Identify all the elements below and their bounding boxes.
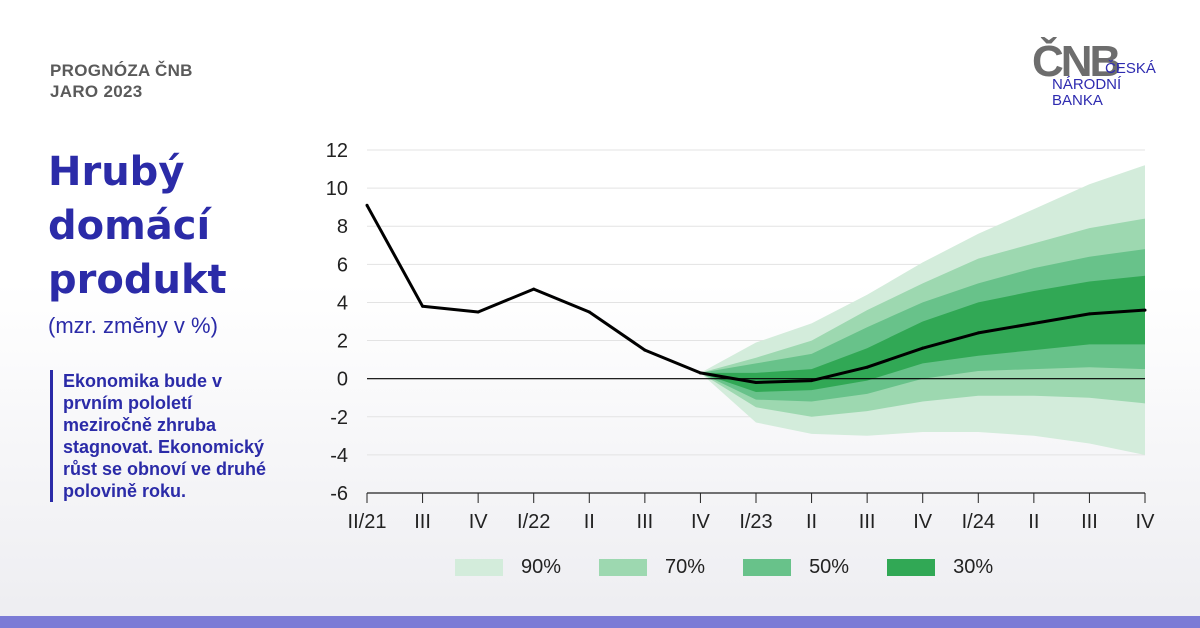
x-tick-label: IV (691, 511, 711, 533)
header-line2: JARO 2023 (50, 82, 143, 101)
gdp-point (810, 379, 814, 383)
legend-item: 70% (599, 556, 705, 579)
x-tick-label: I/24 (962, 511, 995, 533)
chart-legend: 90% 70% 50% 30% (455, 556, 1031, 579)
y-tick-label: -6 (330, 483, 348, 505)
gdp-point (1087, 312, 1091, 316)
legend-swatch (743, 559, 792, 576)
x-tick-label: II (1028, 511, 1039, 533)
gdp-point (921, 346, 925, 350)
x-tick-label: III (414, 511, 431, 533)
y-tick-label: 6 (337, 254, 348, 276)
legend-item: 90% (455, 556, 561, 579)
x-tick-label: I/23 (739, 511, 772, 533)
logo-mark: ČNB (1032, 37, 1121, 86)
y-tick-label: 12 (326, 140, 348, 162)
header-line1: PROGNÓZA ČNB (50, 61, 193, 80)
legend-label: 90% (521, 556, 562, 578)
legend-swatch (599, 559, 648, 576)
cnb-logo: ČNB ČESKÁ NÁRODNÍ BANKA (1032, 37, 1156, 109)
y-tick-label: -2 (330, 407, 348, 429)
y-tick-label: 8 (337, 216, 348, 238)
legend-item: 50% (743, 556, 849, 579)
y-tick-label: 0 (337, 369, 348, 391)
title-line2: domácí (48, 203, 211, 249)
x-tick-label: IV (1136, 511, 1156, 533)
y-tick-label: 10 (326, 178, 348, 200)
x-tick-label: I/22 (517, 511, 550, 533)
y-tick-label: -4 (330, 445, 348, 467)
y-tick-label: 4 (337, 292, 348, 314)
gdp-point (1032, 321, 1036, 325)
gdp-point (587, 310, 591, 314)
legend-swatch (455, 559, 503, 576)
fan-band-30pct (700, 275, 1145, 392)
x-tick-label: IV (913, 511, 933, 533)
page-subtitle: (mzr. změny v %) (48, 313, 218, 338)
gdp-point (754, 380, 758, 384)
title-line3: produkt (48, 257, 227, 303)
legend-item: 30% (887, 556, 993, 579)
logo-text-line2: NÁRODNÍ (1052, 76, 1122, 93)
gdp-point (865, 365, 869, 369)
x-tick-label: III (1081, 511, 1098, 533)
gdp-point (976, 331, 980, 335)
x-tick-label: IV (469, 511, 489, 533)
gdp-point (365, 203, 369, 207)
bottom-bar (0, 616, 1200, 628)
legend-label: 70% (665, 556, 706, 578)
logo-text-line1: ČESKÁ (1105, 60, 1156, 77)
gdp-point (476, 310, 480, 314)
commentary-note: Ekonomika bude v prvním pololetí meziroč… (50, 370, 283, 502)
title-line1: Hrubý (48, 149, 185, 195)
x-tick-label: III (859, 511, 876, 533)
x-tick-label: II (584, 511, 595, 533)
x-tick-label: II (806, 511, 817, 533)
legend-label: 30% (953, 556, 994, 578)
page-title: Hrubý domácí produkt (48, 145, 227, 307)
gdp-point (698, 371, 702, 375)
gdp-point (1143, 308, 1147, 312)
legend-swatch (887, 559, 936, 576)
x-tick-label: III (637, 511, 654, 533)
gdp-point (421, 304, 425, 308)
y-tick-label: 2 (337, 331, 348, 353)
logo-text-line3: BANKA (1052, 92, 1103, 109)
gdp-point (643, 348, 647, 352)
legend-label: 50% (809, 556, 850, 578)
header: PROGNÓZA ČNB JARO 2023 (50, 60, 193, 102)
x-tick-label: II/21 (348, 511, 387, 533)
gdp-point (532, 287, 536, 291)
logo-text: ČESKÁ NÁRODNÍ BANKA (1052, 60, 1156, 109)
